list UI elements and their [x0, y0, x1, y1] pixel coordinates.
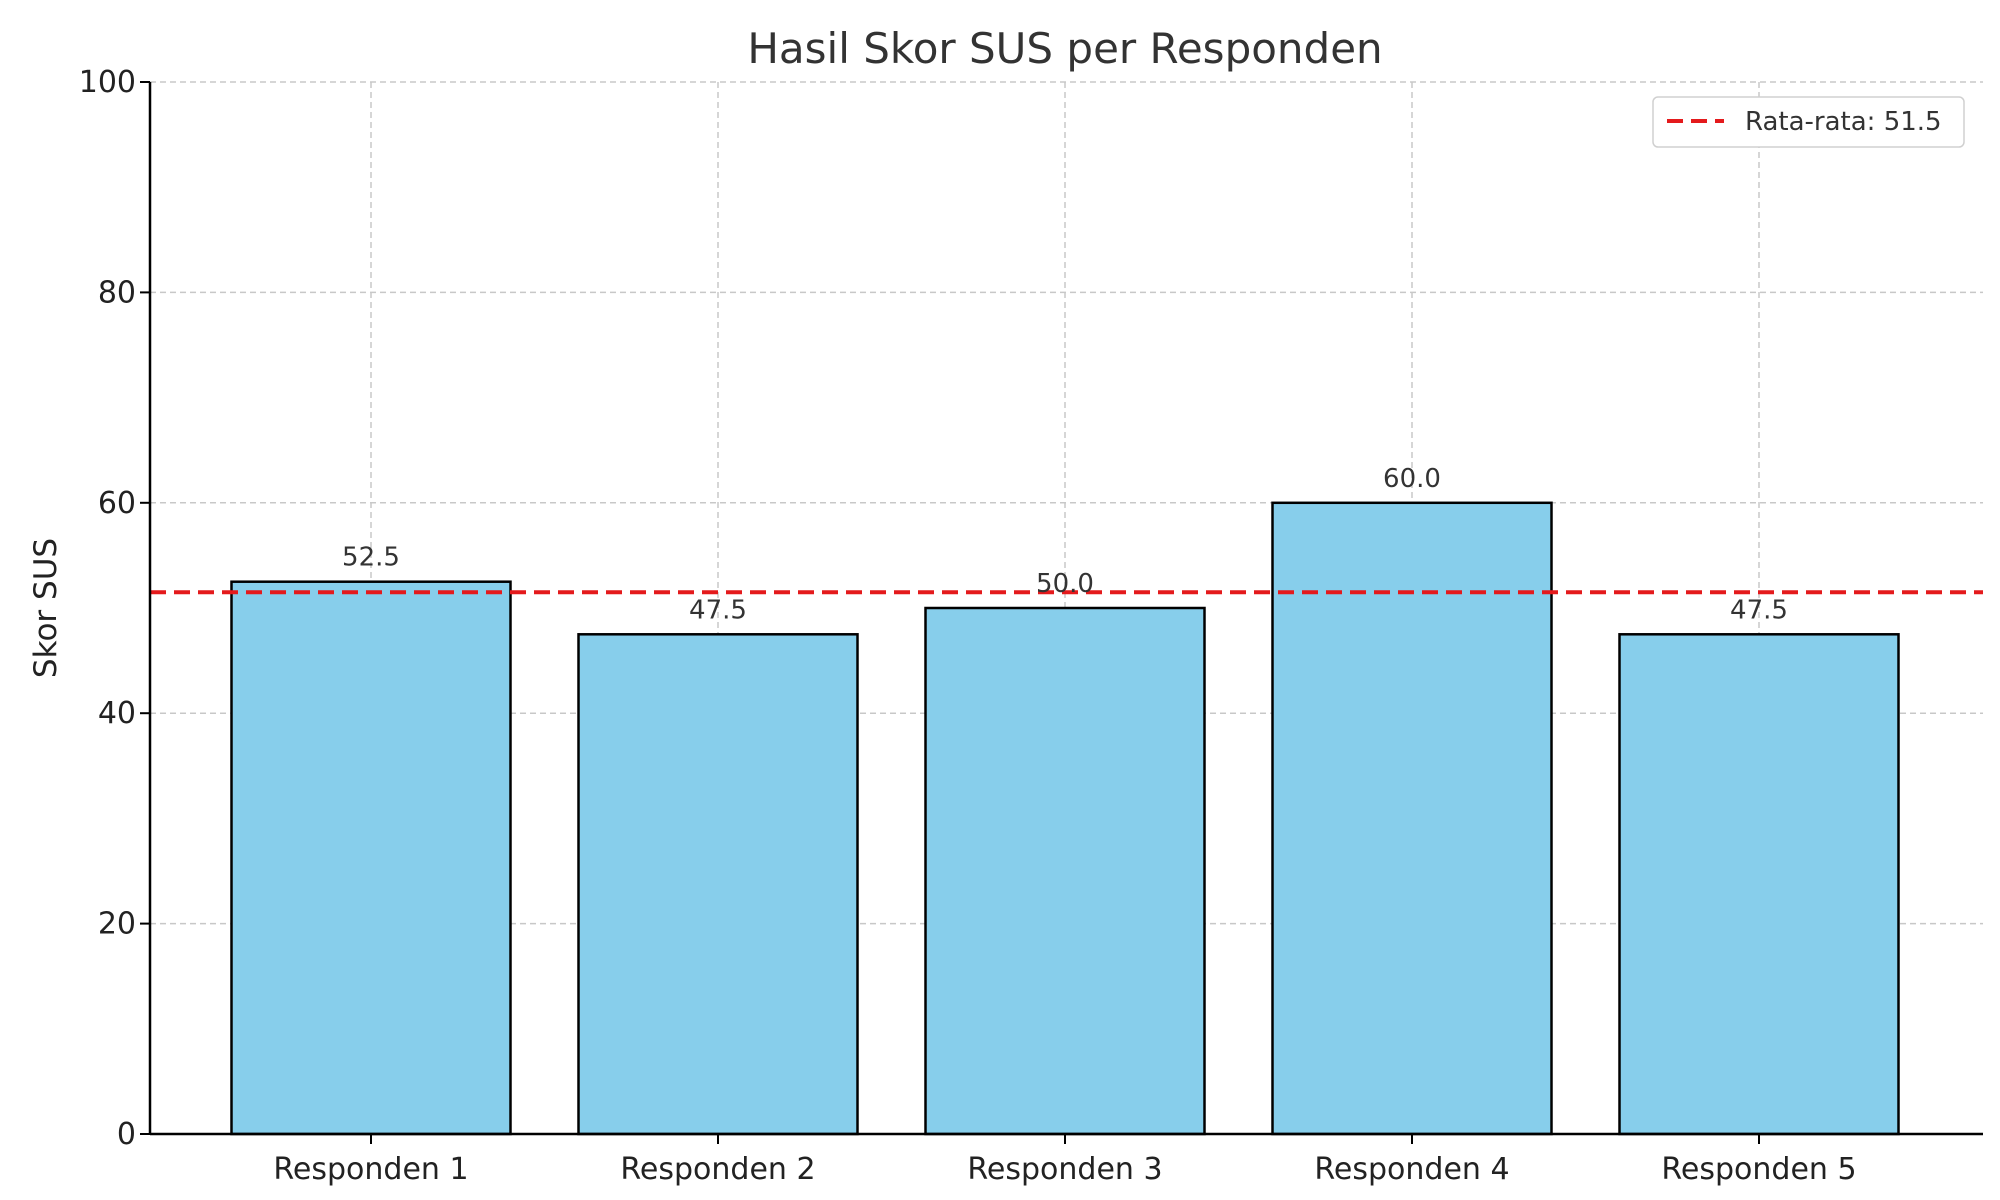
- bar-responden-5: [1618, 633, 1900, 1136]
- tick-labels: Responden 1 Responden 2 Responden 3 Respond…: [79, 65, 1857, 1187]
- x-tick-label-5: Responden 5: [1661, 1152, 1856, 1187]
- x-tick-label-4: Responden 4: [1314, 1152, 1509, 1187]
- y-tick-label-0: 0: [117, 1117, 136, 1152]
- data-label-responden-5: 47.5: [1730, 595, 1788, 625]
- legend-entry-average: Rata-rata: 51.5: [1745, 107, 1942, 137]
- y-tick-label-1: 20: [98, 907, 136, 942]
- chart-title: Hasil Skor SUS per Responden: [747, 24, 1382, 73]
- x-tick-label-1: Responden 1: [273, 1152, 468, 1187]
- axes: [140, 81, 1983, 1144]
- x-tick-label-3: Responden 3: [967, 1152, 1162, 1187]
- x-tick-label-2: Responden 2: [620, 1152, 815, 1187]
- legend-box: [1652, 96, 1965, 148]
- y-tick-label-4: 80: [98, 275, 136, 310]
- bar-responden-2: [577, 633, 859, 1136]
- data-label-responden-4: 60.0: [1383, 464, 1441, 494]
- bar-responden-4: [1271, 501, 1553, 1136]
- y-axis-label: Skor SUS: [28, 538, 64, 678]
- bar-responden-3: [924, 606, 1206, 1136]
- data-label-responden-3: 50.0: [1036, 569, 1094, 599]
- data-labels: 52.5 47.5 50.0 60.0 47.5: [342, 464, 1788, 626]
- data-label-responden-1: 52.5: [342, 543, 400, 573]
- bars: [230, 501, 1900, 1136]
- y-tick-label-2: 40: [98, 696, 136, 731]
- y-tick-label-3: 60: [98, 486, 136, 521]
- legend: Rata-rata: 51.5: [1652, 96, 1965, 148]
- data-label-responden-2: 47.5: [689, 595, 747, 625]
- bar-responden-1: [230, 580, 512, 1136]
- y-tick-label-5: 100: [79, 65, 136, 100]
